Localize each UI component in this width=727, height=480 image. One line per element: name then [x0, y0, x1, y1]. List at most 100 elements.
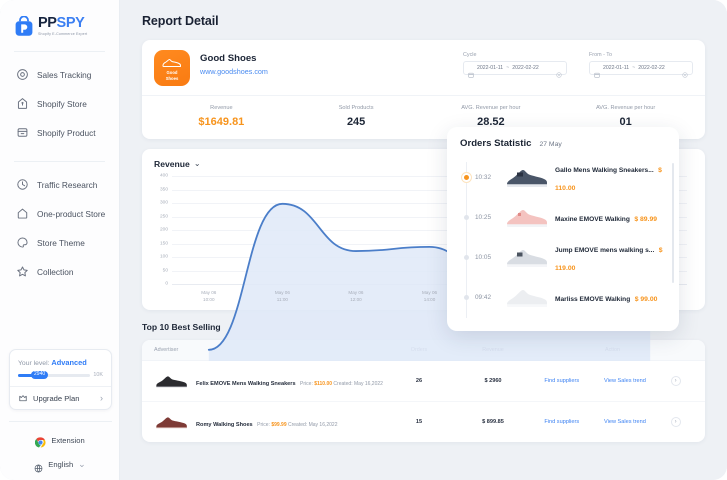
order-time: 09:42: [475, 293, 491, 301]
find-suppliers-link[interactable]: Find suppliers: [544, 378, 580, 384]
shop-url-link[interactable]: www.goodshoes.com: [200, 67, 268, 76]
sidebar-divider-top: [14, 51, 105, 52]
cycle-date-range-input[interactable]: 2022-01-11 ~ 2022-02-22: [463, 61, 567, 78]
date-field-label: From - To: [589, 52, 612, 58]
from-to-date-separator: ~: [632, 65, 636, 71]
from-to-date-range-input[interactable]: 2022-01-11 ~ 2022-02-22: [589, 61, 693, 78]
product-thumbnail-icon: [154, 369, 188, 393]
clear-icon[interactable]: [556, 65, 562, 78]
product-cell: Felix EMOVE Mens Walking Sneakers Price:…: [154, 369, 384, 393]
ppspy-bag-icon: [14, 15, 34, 37]
logo-tagline: Shopify E-Commerce Expert: [38, 32, 88, 37]
sidebar-item-one-product-store[interactable]: One-product Store: [0, 199, 119, 228]
upgrade-plan-button[interactable]: Upgrade Plan ›: [10, 386, 111, 409]
list-item[interactable]: 10:05 Jump EMOVE mens walking s... $ 119…: [460, 238, 667, 278]
language-selector[interactable]: English ⌄: [0, 459, 120, 473]
x-axis-tick-label: May 06 11:00: [274, 290, 290, 303]
order-price: $ 110.00: [555, 167, 662, 192]
y-axis-tick-label: 200: [159, 227, 168, 233]
chevron-right-icon[interactable]: ›: [670, 376, 681, 386]
page-title: Report Detail: [142, 14, 219, 28]
clear-icon[interactable]: [682, 65, 688, 78]
top-selling-title: Top 10 Best Selling: [142, 322, 221, 332]
usage-meter-value: 2940: [31, 370, 49, 379]
stat-label: Sold Products: [338, 105, 374, 111]
chevron-down-icon[interactable]: ⌄: [193, 159, 201, 168]
sidebar-item-shopify-product[interactable]: Shopify Product: [0, 118, 119, 147]
order-price: $ 89.99: [634, 216, 658, 223]
order-time: 10:05: [475, 253, 491, 261]
stat-value: 01: [619, 116, 632, 128]
shop-summary-card: Good Shoes Good Shoes www.goodshoes.com …: [142, 40, 705, 139]
sidebar-item-label: Traffic Research: [37, 179, 98, 190]
list-item[interactable]: 10:32 Gallo Mens Walking Sneakers... $ 1…: [460, 158, 667, 198]
shop-header-row: Good Shoes Good Shoes www.goodshoes.com …: [154, 50, 693, 86]
price-label: Price:: [257, 422, 270, 428]
stat-value: 28.52: [477, 116, 505, 128]
stat-avg-revenue-per-hour-2: AVG. Revenue per hour 01: [558, 105, 693, 128]
order-product-name: Jump EMOVE mens walking s...: [555, 247, 655, 254]
list-item[interactable]: 10:25 Maxine EMOVE Walking $ 89.99: [460, 198, 667, 238]
sidebar-item-traffic-research[interactable]: Traffic Research: [0, 170, 119, 199]
date-field-from-to: From - To 2022-01-11 ~ 2022-02-22: [589, 52, 693, 78]
product-created-line: Created: May 16,2022: [288, 422, 338, 428]
card-divider: [142, 95, 705, 96]
from-to-date-to: 2022-02-22: [638, 65, 665, 71]
sidebar-item-sales-tracking[interactable]: Sales Tracking: [0, 60, 119, 89]
sidebar-divider-bottom: [9, 421, 112, 422]
timeline-dot-active-icon: [464, 174, 469, 180]
usage-meter-row: 2940 10K: [10, 367, 111, 386]
view-sales-trend-link[interactable]: View Sales trend: [603, 378, 646, 384]
usage-meter[interactable]: 2940: [18, 370, 91, 379]
clock-icon: [16, 178, 29, 191]
stat-label: Revenue: [210, 105, 233, 111]
globe-icon: [34, 460, 43, 473]
gridline: [172, 230, 687, 231]
product-created-line: Created: May 16,2022: [333, 381, 383, 387]
find-suppliers-link[interactable]: Find suppliers: [544, 419, 580, 425]
created-label: Created:: [333, 381, 353, 387]
timeline-dot-wrap: [460, 254, 473, 260]
star-icon: [16, 265, 29, 278]
list-item[interactable]: 09:42 Marliss EMOVE Walking $ 99.00: [460, 278, 667, 318]
product-info: Felix EMOVE Mens Walking Sneakers Price:…: [196, 372, 383, 390]
home-icon: [16, 207, 29, 220]
product-created-date: May 16,2022: [308, 422, 338, 428]
column-header-advertiser: Advertiser: [154, 347, 179, 353]
app-logo[interactable]: PPSPY Shopify E-Commerce Expert: [0, 0, 119, 37]
chevron-right-icon[interactable]: ›: [670, 417, 681, 427]
sidebar-divider-mid: [14, 161, 105, 162]
orders-panel-header: Orders Statistic 27 May: [460, 138, 667, 149]
product-price: $110.00: [314, 381, 333, 387]
y-axis-tick-label: 300: [159, 200, 168, 206]
order-product-name: Marliss EMOVE Walking: [555, 296, 631, 303]
view-sales-trend-link[interactable]: View Sales trend: [603, 419, 646, 425]
language-label: English: [48, 460, 74, 469]
order-product-name: Maxine EMOVE Walking: [555, 216, 630, 223]
order-info: Maxine EMOVE Walking $ 89.99: [555, 208, 657, 226]
date-field-label: Cycle: [463, 52, 477, 58]
sidebar-item-store-theme[interactable]: Store Theme: [0, 228, 119, 257]
chart-header[interactable]: Revenue ⌄: [154, 159, 693, 169]
logo-wordmark-primary: PP: [38, 15, 57, 32]
user-level-label: Your level:: [18, 360, 50, 367]
gridline: [172, 176, 687, 177]
order-info: Gallo Mens Walking Sneakers... $ 110.00: [555, 159, 667, 195]
chrome-icon: [35, 435, 46, 448]
chevron-down-icon: ⌄: [78, 459, 86, 469]
extension-button[interactable]: Extension: [0, 435, 120, 448]
table-row[interactable]: Romy Walking Shoes Price: $99.99 Created…: [142, 402, 705, 442]
sidebar-item-label: Sales Tracking: [37, 69, 92, 80]
table-row[interactable]: Felix EMOVE Mens Walking Sneakers Price:…: [142, 361, 705, 402]
orders-scrollbar[interactable]: [672, 163, 674, 283]
sidebar-item-label: Shopify Store: [37, 98, 87, 109]
order-thumbnail-icon: [504, 202, 548, 232]
product-name: Romy Walking Shoes: [196, 422, 253, 428]
cell-revenue: $ 2960: [484, 378, 502, 384]
orders-panel-title: Orders Statistic: [460, 138, 532, 149]
y-axis-tick-label: 50: [162, 268, 168, 273]
timeline-dot-icon: [464, 214, 469, 220]
order-time: 10:32: [475, 173, 491, 181]
sidebar-item-shopify-store[interactable]: Shopify Store: [0, 89, 119, 118]
sidebar-item-collection[interactable]: Collection: [0, 257, 119, 286]
